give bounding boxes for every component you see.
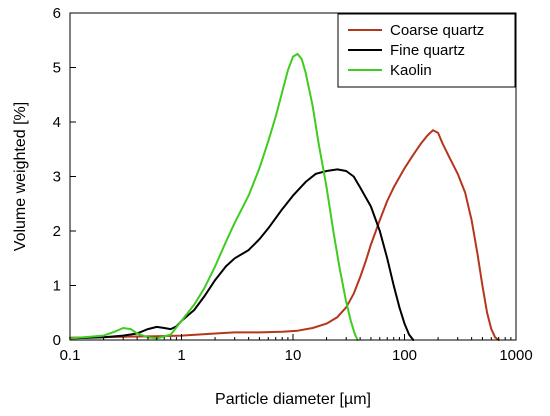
x-tick-label: 0.1: [60, 347, 81, 364]
y-tick-label: 2: [53, 223, 61, 240]
y-tick-label: 6: [53, 5, 61, 22]
y-axis: 0 1 2 3 4 5 6: [53, 5, 76, 349]
y-tick-label: 1: [53, 278, 61, 295]
x-axis-title: Particle diameter [µm]: [215, 391, 371, 408]
y-tick-label: 3: [53, 169, 61, 186]
y-tick-label: 5: [53, 60, 61, 77]
y-tick-label: 4: [53, 114, 61, 131]
legend-label-coarse-quartz: Coarse quartz: [390, 22, 484, 39]
series-line-fine-quartz: [69, 168, 415, 341]
legend-label-fine-quartz: Fine quartz: [390, 42, 465, 59]
x-tick-label: 10: [285, 347, 302, 364]
y-axis-title: Volume weighted [%]: [12, 102, 29, 251]
x-tick-label: 1: [177, 347, 185, 364]
y-tick-label: 0: [53, 332, 61, 349]
x-tick-label: 100: [392, 347, 417, 364]
legend: Coarse quartz Fine quartz Kaolin: [337, 13, 516, 88]
x-axis: 0.1 1 10 100 1000: [60, 334, 533, 364]
series-line-coarse-quartz: [69, 129, 500, 341]
x-tick-label: 1000: [499, 347, 532, 364]
legend-label-kaolin: Kaolin: [390, 62, 432, 79]
plot-area: [69, 52, 500, 341]
series-line-kaolin: [69, 52, 359, 341]
